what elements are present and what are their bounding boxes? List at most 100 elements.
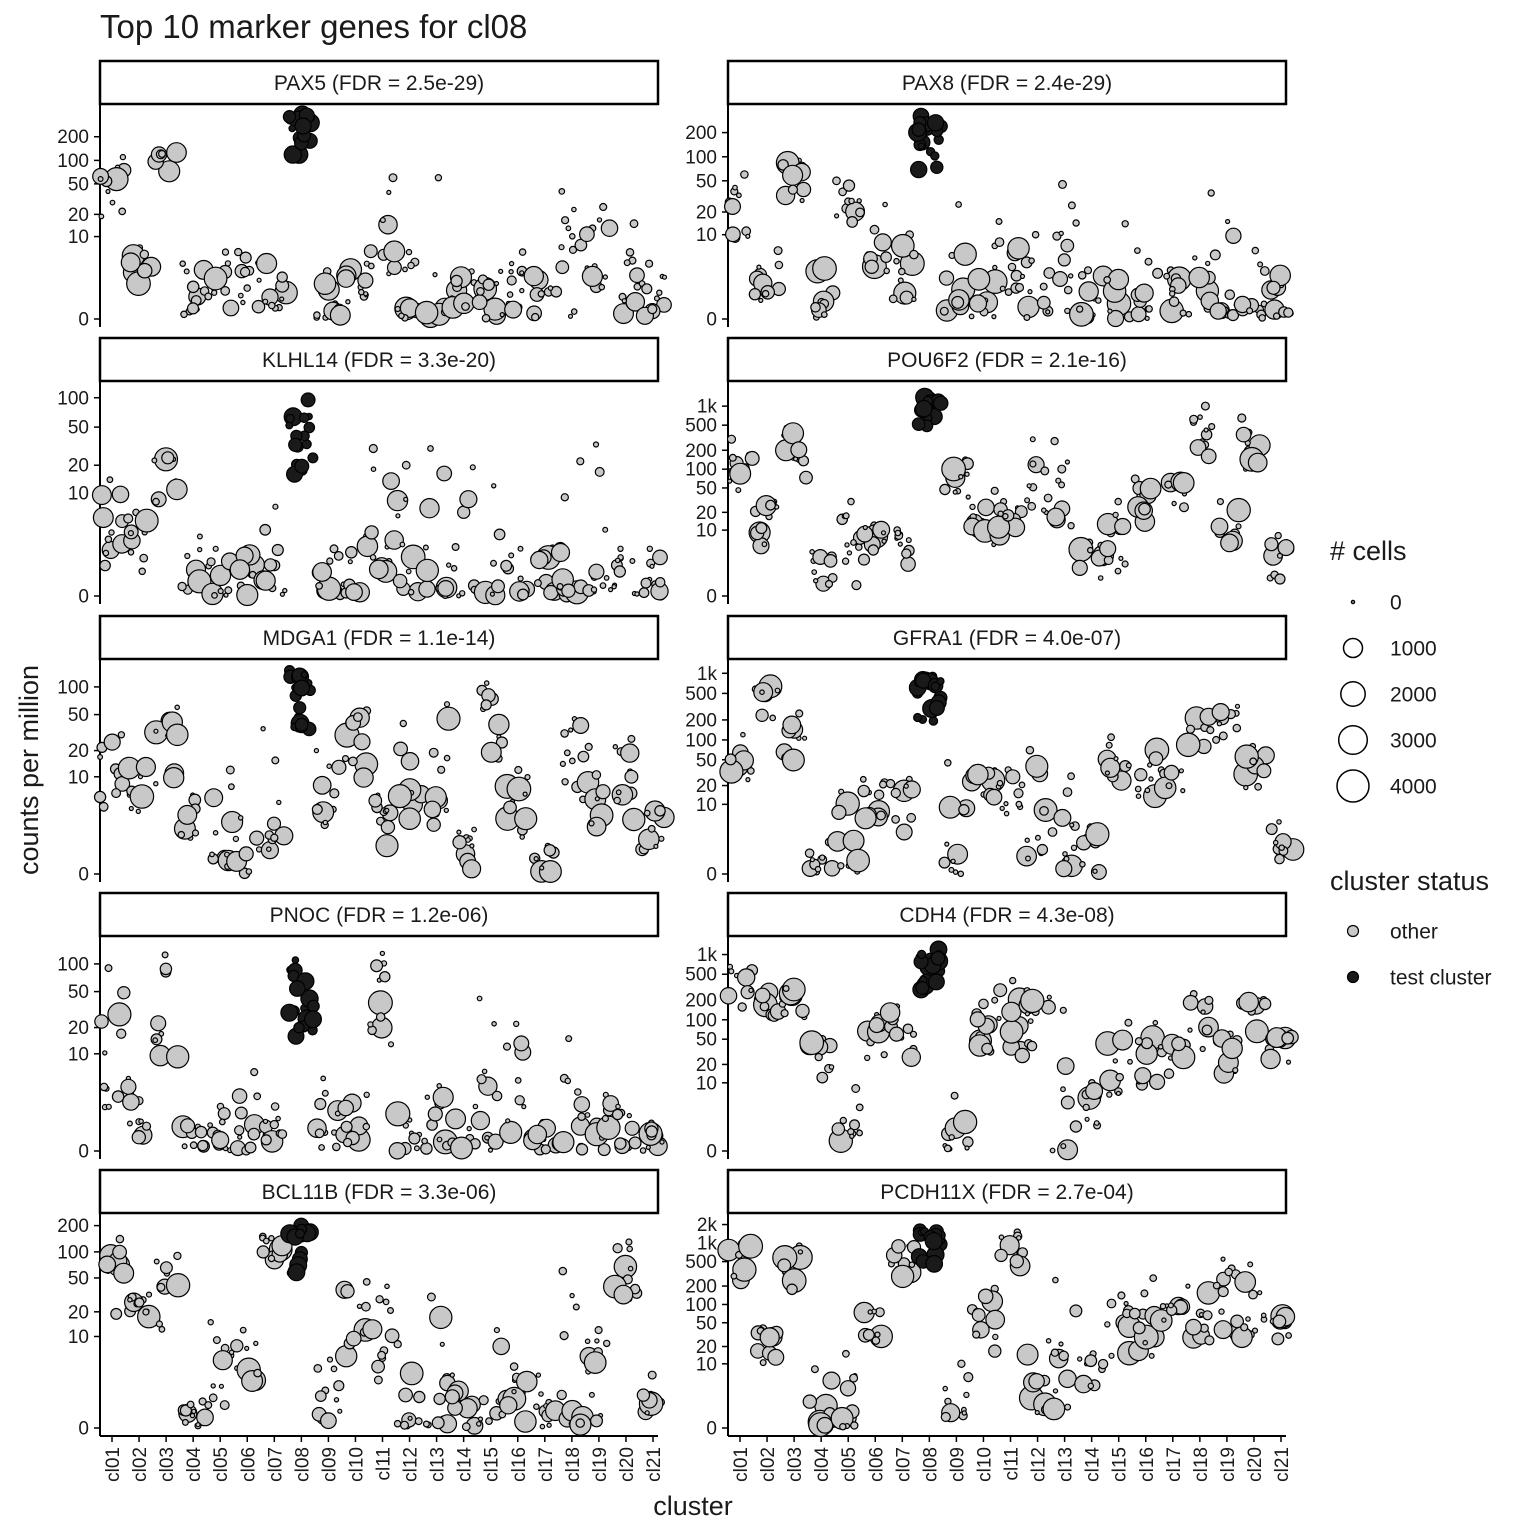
point-cl19 [602,526,609,533]
point-cl15 [1121,220,1129,228]
point-cl15 [1121,560,1129,568]
point-cl19 [584,742,593,752]
point-cl19 [601,1114,610,1123]
point-cl01 [92,507,114,529]
point-cl19 [594,796,600,802]
point-cl07 [270,833,279,843]
point-cl08 [300,392,316,408]
point-cl13 [1046,507,1066,527]
point-cl04 [810,1365,819,1374]
point-cl18 [1185,310,1193,318]
legend-size-swatch [1350,599,1356,605]
point-cl01 [108,529,115,536]
y-tick-label: 50 [696,478,717,499]
point-cl16 [506,776,532,802]
point-cl07 [255,570,276,591]
point-cl05 [832,176,841,186]
point-cl10 [336,269,356,288]
point-cl01 [736,192,742,199]
point-cl17 [1178,502,1189,513]
point-cl09 [337,1408,343,1414]
point-cl13 [443,807,449,814]
point-cl21 [1272,312,1281,320]
point-cl03 [150,1015,167,1032]
point-cl13 [1060,238,1075,253]
point-cl06 [230,1339,244,1353]
x-tick-label: cl12 [401,1447,422,1482]
point-cl18 [568,233,576,240]
y-tick-label: 100 [57,151,89,172]
point-cl08 [288,980,306,997]
point-cl02 [134,1297,145,1308]
point-cl11 [995,218,1003,226]
point-cl15 [480,741,502,763]
point-cl13 [1058,481,1066,489]
point-cl11 [1019,273,1026,279]
point-cl18 [1185,724,1196,734]
point-cl10 [345,299,351,305]
point-cl17 [537,290,546,298]
point-cl13 [433,1392,446,1406]
point-cl16 [1145,305,1153,313]
point-cl13 [1067,772,1075,781]
point-cl06 [229,559,251,580]
point-cl06 [239,266,251,278]
point-cl10 [345,1330,362,1347]
point-cl18 [555,260,570,275]
point-cl13 [1047,827,1058,837]
point-cl18 [1187,1027,1193,1033]
point-cl05 [854,543,863,551]
point-cl03 [781,748,805,772]
point-cl16 [1140,1289,1149,1298]
point-cl02 [754,987,771,1004]
point-cl04 [814,1052,823,1062]
point-cl20 [627,1265,634,1272]
point-cl09 [333,551,344,561]
point-cl07 [897,267,906,276]
point-cl19 [1224,289,1236,300]
point-cl18 [1189,414,1199,424]
point-cl02 [755,522,768,535]
point-cl06 [880,251,892,264]
point-cl19 [1211,702,1230,722]
point-cl16 [499,1120,523,1145]
y-tick-label: 100 [57,388,89,409]
point-cl12 [1041,507,1047,514]
point-cl13 [436,1136,443,1143]
point-cl10 [361,1301,371,1312]
point-cl21 [645,1144,651,1151]
point-cl21 [1274,853,1285,865]
point-cl15 [493,1326,500,1334]
point-cl11 [382,1298,390,1306]
point-cl18 [567,313,574,319]
point-cl13 [420,1142,433,1155]
point-cl14 [1082,1103,1090,1112]
point-cl14 [1085,822,1110,847]
point-cl05 [210,1383,216,1389]
strip-box [98,891,660,938]
point-cl17 [550,285,563,298]
point-cl17 [530,550,549,570]
point-cl18 [1192,255,1198,261]
y-tick-label: 50 [68,418,89,439]
legend-size-swatch [1342,637,1364,659]
point-cl14 [1076,1356,1083,1362]
legend-size-swatch [1336,769,1370,803]
point-cl05 [211,1130,230,1150]
y-tick-label: 200 [685,710,717,731]
y-tick-label: 20 [68,1302,89,1323]
point-cl06 [237,1134,243,1140]
point-cl01 [740,731,746,738]
point-cl08 [293,701,307,715]
point-cl16 [1134,785,1142,793]
point-cl15 [1108,1352,1115,1359]
point-cl16 [1134,1067,1152,1085]
point-cl20 [1245,307,1254,315]
point-cl12 [413,1145,420,1152]
point-cl17 [1157,1044,1164,1050]
point-cl16 [1149,1274,1158,1282]
point-cl10 [347,559,353,565]
point-cl04 [828,1064,835,1070]
point-cl02 [759,1359,767,1367]
point-cl19 [581,265,604,287]
